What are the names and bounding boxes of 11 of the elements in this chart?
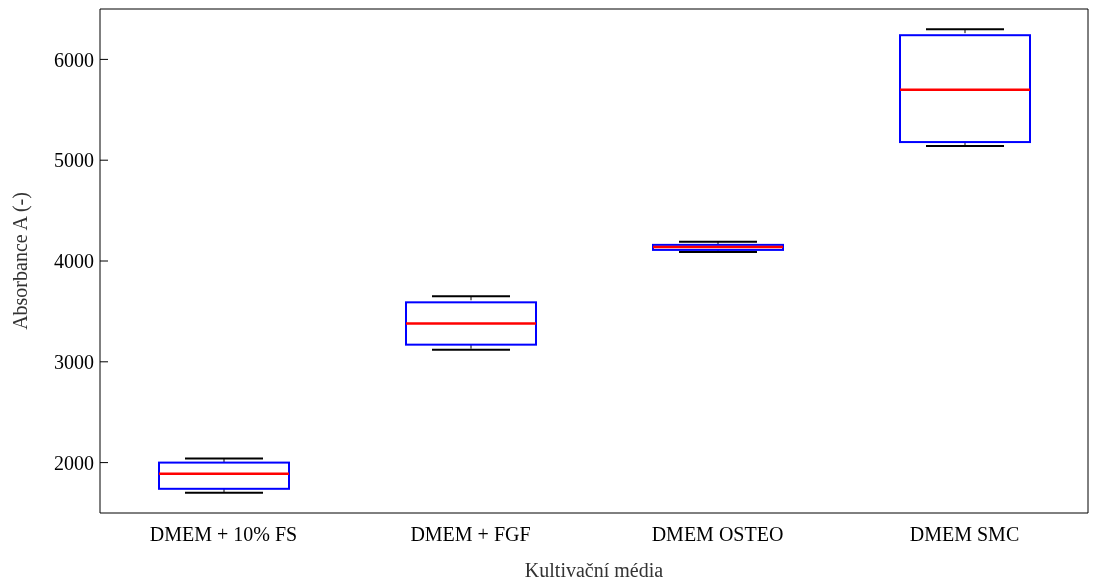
x-tick-label: DMEM SMC: [909, 523, 1020, 546]
y-tick-label: 4000: [54, 250, 94, 273]
x-tick-label: DMEM + FGF: [410, 523, 531, 546]
x-tick-label: DMEM OSTEO: [651, 523, 784, 546]
y-tick-label: 5000: [54, 149, 94, 172]
y-tick-label: 6000: [54, 48, 94, 71]
x-axis-title: Kultivační média: [524, 559, 664, 581]
y-tick-label: 2000: [54, 451, 94, 474]
y-tick-label: 3000: [54, 350, 94, 373]
y-axis-title: Absorbance A (-): [9, 192, 33, 330]
x-tick-label: DMEM + 10% FS: [149, 523, 298, 546]
